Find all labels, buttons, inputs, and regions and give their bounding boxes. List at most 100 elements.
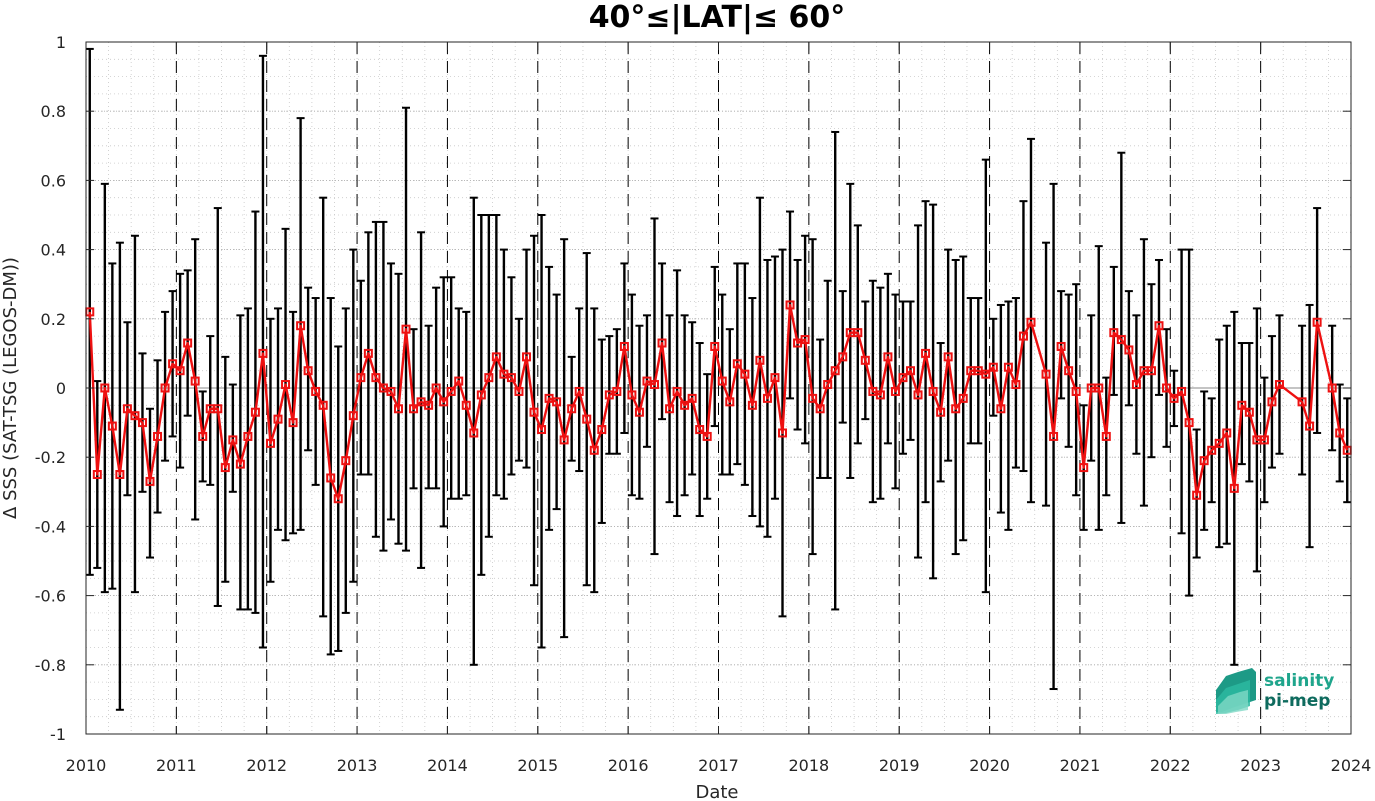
- errorbar: [417, 231, 426, 569]
- data-point: [160, 383, 170, 393]
- errorbar: [454, 307, 463, 500]
- errorbar: [146, 407, 155, 559]
- data-point: [1124, 345, 1134, 355]
- data-point: [1094, 383, 1104, 393]
- data-point: [484, 373, 494, 383]
- data-point: [424, 400, 434, 410]
- y-tick-label: 0.6: [41, 171, 66, 190]
- data-point: [830, 366, 840, 376]
- data-point: [265, 438, 275, 448]
- errorbar: [266, 317, 275, 583]
- y-tick-label: -1: [50, 725, 66, 744]
- errorbar: [130, 234, 139, 594]
- data-point: [1018, 331, 1028, 341]
- x-tick-label: 2017: [698, 756, 739, 775]
- x-tick-label: 2023: [1240, 756, 1281, 775]
- logo-text-pi-mep: pi-mep: [1264, 691, 1330, 711]
- data-point: [710, 341, 720, 351]
- data-point: [506, 373, 516, 383]
- data-point: [1116, 335, 1126, 345]
- data-point: [461, 400, 471, 410]
- data-point: [476, 390, 486, 400]
- data-point: [356, 373, 366, 383]
- logo-text-salinity: salinity: [1264, 671, 1334, 691]
- data-point: [574, 386, 584, 396]
- y-tick-label: 0.8: [41, 102, 66, 121]
- data-point: [725, 397, 735, 407]
- data-point: [778, 428, 788, 438]
- data-point: [552, 397, 562, 407]
- y-tick-label: -0.6: [35, 587, 66, 606]
- data-point: [213, 404, 223, 414]
- errorbar: [221, 355, 230, 583]
- y-tick-label: -0.8: [35, 656, 66, 675]
- data-point: [1267, 397, 1277, 407]
- data-point: [409, 404, 419, 414]
- chart-title: 40°≤|LAT|≤ 60°: [589, 0, 846, 35]
- data-point: [800, 335, 810, 345]
- errorbar: [115, 241, 124, 711]
- data-point: [454, 376, 464, 386]
- data-point: [228, 435, 238, 445]
- data-point: [589, 445, 599, 455]
- data-point: [883, 352, 893, 362]
- data-point: [1041, 369, 1051, 379]
- data-point: [747, 400, 757, 410]
- data-point: [559, 435, 569, 445]
- errorbar: [492, 214, 501, 497]
- y-tick-label: -0.4: [35, 517, 66, 536]
- data-point: [921, 348, 931, 358]
- errorbar: [243, 307, 252, 611]
- data-point: [898, 373, 908, 383]
- data-point: [717, 376, 727, 386]
- x-tick-label: 2020: [969, 756, 1010, 775]
- data-point: [1101, 431, 1111, 441]
- data-point: [1305, 421, 1315, 431]
- data-point: [619, 341, 629, 351]
- errorbar: [1004, 300, 1013, 531]
- data-point: [1071, 386, 1081, 396]
- data-point: [567, 404, 577, 414]
- data-point: [815, 404, 825, 414]
- data-point: [198, 431, 208, 441]
- data-point: [115, 470, 125, 479]
- data-point: [1199, 456, 1209, 466]
- errorbar: [1117, 151, 1126, 524]
- data-point: [1003, 362, 1013, 372]
- data-point: [1259, 435, 1269, 445]
- errorbar: [981, 158, 990, 594]
- y-tick-label: 0: [56, 379, 66, 398]
- errorbar: [921, 200, 930, 504]
- data-point: [153, 431, 163, 441]
- data-point: [1169, 393, 1179, 403]
- data-point: [1312, 317, 1322, 327]
- data-point: [1079, 463, 1089, 473]
- data-point: [303, 366, 313, 376]
- data-point: [491, 352, 501, 362]
- data-point: [521, 352, 531, 362]
- data-point: [785, 300, 795, 310]
- data-point: [1222, 428, 1232, 438]
- data-point: [183, 338, 193, 348]
- errorbar: [258, 54, 267, 649]
- data-point: [175, 366, 185, 376]
- data-point: [860, 355, 870, 365]
- data-point: [220, 463, 230, 473]
- data-point: [612, 386, 622, 396]
- data-point: [1327, 383, 1337, 393]
- data-point: [243, 431, 253, 441]
- data-point: [1229, 483, 1239, 493]
- x-tick-label: 2024: [1331, 756, 1372, 775]
- data-point: [168, 359, 178, 369]
- data-point: [1297, 397, 1307, 407]
- data-point: [1214, 438, 1224, 448]
- data-point: [1154, 321, 1164, 331]
- data-point: [348, 411, 358, 421]
- x-tick-label: 2015: [517, 756, 558, 775]
- data-point: [258, 348, 268, 358]
- data-point: [311, 386, 321, 396]
- x-tick-label: 2013: [337, 756, 378, 775]
- x-tick-label: 2010: [66, 756, 107, 775]
- x-tick-label: 2018: [788, 756, 829, 775]
